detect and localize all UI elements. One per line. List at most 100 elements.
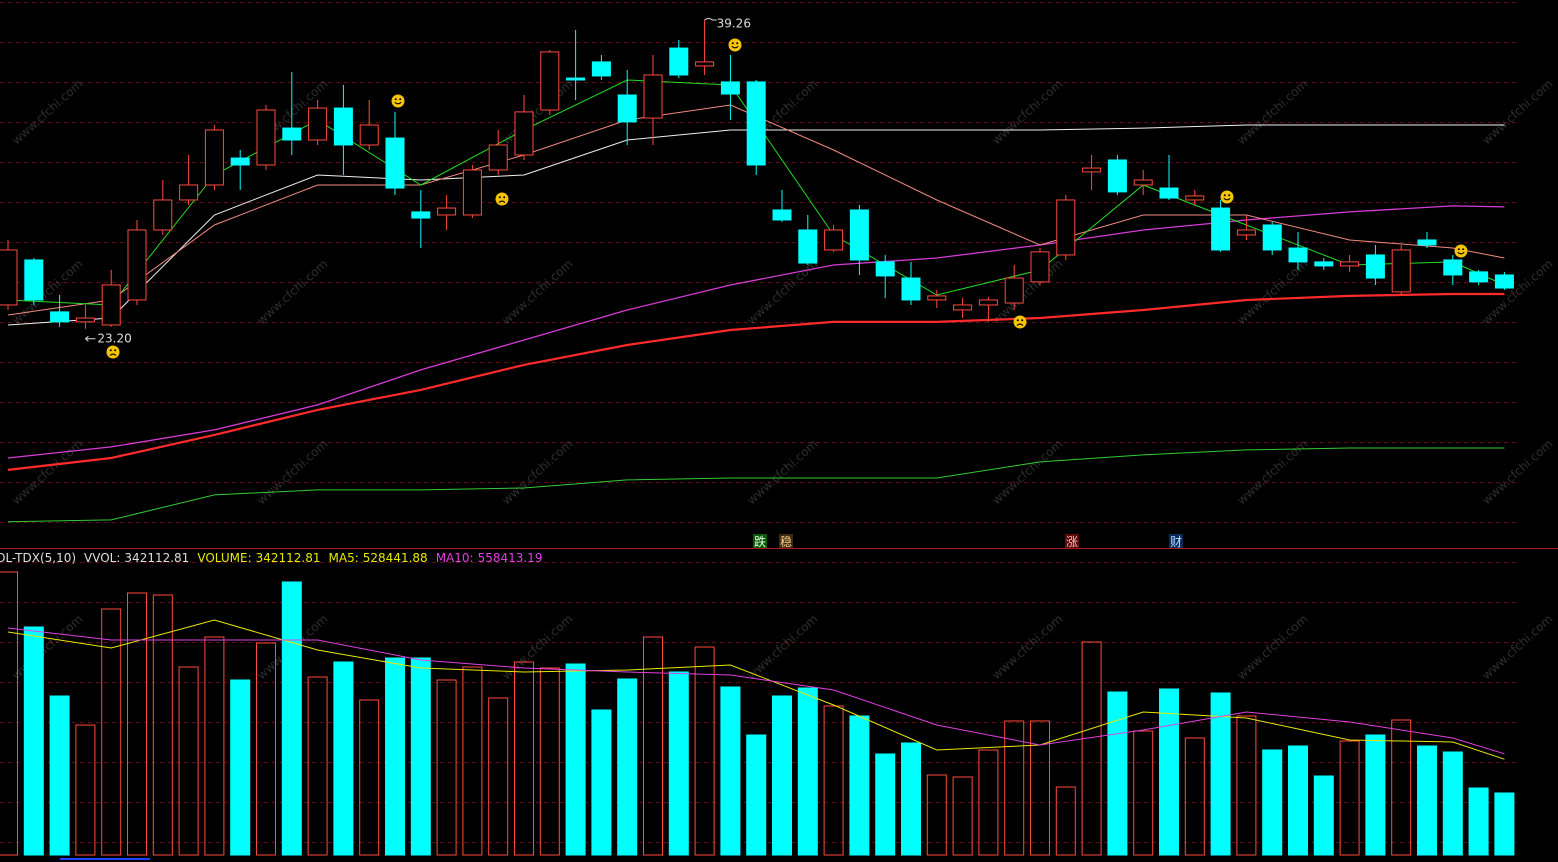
candle-body bbox=[1159, 187, 1179, 199]
annotation-arrow bbox=[85, 335, 96, 342]
volume-bar bbox=[1417, 745, 1437, 856]
candle-body bbox=[411, 211, 431, 219]
volume-bar bbox=[1159, 688, 1179, 856]
candle-body bbox=[333, 107, 353, 146]
volume-bar bbox=[488, 697, 509, 856]
volume-bar bbox=[307, 676, 328, 856]
volume-bar bbox=[1236, 715, 1257, 856]
volume-bar bbox=[1055, 786, 1076, 856]
ma-line bbox=[7, 124, 1505, 326]
volume-bar bbox=[436, 679, 457, 856]
ma-line bbox=[7, 447, 1505, 523]
volume-bar bbox=[1004, 720, 1025, 856]
smile-icon bbox=[391, 94, 405, 108]
candle-body bbox=[24, 259, 44, 301]
volume-bar bbox=[462, 666, 483, 856]
candle-body bbox=[1391, 249, 1411, 293]
volume-bar bbox=[333, 661, 354, 856]
candle-body bbox=[1004, 277, 1024, 304]
candle-body bbox=[204, 129, 224, 186]
candle-body bbox=[540, 51, 560, 111]
candle-body bbox=[643, 74, 663, 119]
volume-bar bbox=[1494, 792, 1515, 856]
ma-line bbox=[7, 292, 1505, 471]
ma-line bbox=[7, 104, 1505, 316]
price-panel: 39.26 23.20 bbox=[0, 16, 1514, 523]
candle-body bbox=[1133, 179, 1153, 186]
candle-body bbox=[953, 304, 973, 311]
volume-bar bbox=[1468, 787, 1489, 856]
candle-body bbox=[153, 199, 173, 231]
candle-body bbox=[385, 137, 405, 189]
marker-bg bbox=[1065, 534, 1079, 548]
candle-body bbox=[695, 61, 715, 67]
candle-body bbox=[359, 124, 379, 146]
stat-label: MA10: bbox=[436, 551, 474, 565]
ma-line bbox=[7, 205, 1505, 459]
marker: 涨 bbox=[1066, 534, 1078, 549]
volume-bar bbox=[797, 687, 818, 856]
smile-icon bbox=[1220, 190, 1234, 204]
volume-bar bbox=[978, 749, 999, 856]
marker: 财 bbox=[1170, 535, 1182, 549]
volume-bar bbox=[875, 753, 896, 856]
candle-body bbox=[1314, 261, 1334, 267]
volume-bar bbox=[204, 636, 225, 856]
candle-body bbox=[824, 229, 844, 251]
volume-bar bbox=[75, 724, 96, 856]
volume-bar bbox=[565, 663, 586, 856]
annotation-arrow bbox=[704, 17, 717, 21]
candle-body bbox=[927, 295, 947, 301]
frown-icon bbox=[1013, 315, 1027, 329]
candle-body bbox=[1262, 224, 1282, 251]
volume-bar bbox=[1210, 692, 1231, 856]
candle-body bbox=[1494, 274, 1514, 289]
volume-bar bbox=[539, 667, 560, 856]
volume-title: OL-TDX(5,10) bbox=[0, 551, 76, 565]
candle-body bbox=[230, 157, 250, 166]
candle-body bbox=[566, 77, 586, 81]
volume-bar bbox=[1081, 641, 1102, 856]
marker-bg bbox=[1169, 534, 1183, 548]
candle-body bbox=[617, 94, 637, 123]
candle-body bbox=[875, 261, 895, 277]
candle-body bbox=[50, 311, 70, 323]
candle-body bbox=[1185, 195, 1205, 201]
stat-label: MA5: bbox=[329, 551, 359, 565]
stat-value: 528441.88 bbox=[363, 551, 428, 565]
stat-value: 342112.81 bbox=[256, 551, 321, 565]
volume-bar bbox=[359, 699, 380, 856]
volume-bar bbox=[1391, 719, 1412, 856]
volume-bar bbox=[1262, 749, 1283, 856]
candle-body bbox=[901, 277, 921, 301]
smile-icon bbox=[728, 38, 742, 52]
candle-body bbox=[1030, 251, 1050, 283]
candle-body bbox=[591, 61, 611, 77]
volume-bar bbox=[617, 678, 638, 856]
volume-bar bbox=[1365, 734, 1386, 856]
volume-bar bbox=[514, 661, 534, 856]
volume-bar bbox=[281, 581, 302, 856]
candle-body bbox=[772, 209, 792, 221]
candle-body bbox=[849, 209, 869, 261]
volume-bar bbox=[926, 774, 947, 856]
candle-body bbox=[282, 127, 302, 141]
volume-bar bbox=[23, 626, 44, 856]
candle-body bbox=[1469, 271, 1489, 283]
ma-line bbox=[7, 619, 1505, 760]
volume-panel bbox=[0, 571, 1515, 856]
candle-body bbox=[437, 207, 457, 216]
candle-body bbox=[488, 144, 508, 171]
volume-bar bbox=[1107, 691, 1128, 856]
volume-bar bbox=[746, 734, 767, 856]
candle-body bbox=[514, 111, 534, 156]
volume-bar bbox=[772, 695, 792, 856]
smile-icon bbox=[1454, 244, 1468, 258]
volume-bar bbox=[152, 594, 173, 856]
marker: 跌 bbox=[754, 534, 766, 549]
volume-bar bbox=[101, 608, 122, 856]
volume-bar bbox=[49, 695, 70, 856]
volume-bar bbox=[591, 709, 612, 856]
volume-bar bbox=[1133, 730, 1154, 856]
